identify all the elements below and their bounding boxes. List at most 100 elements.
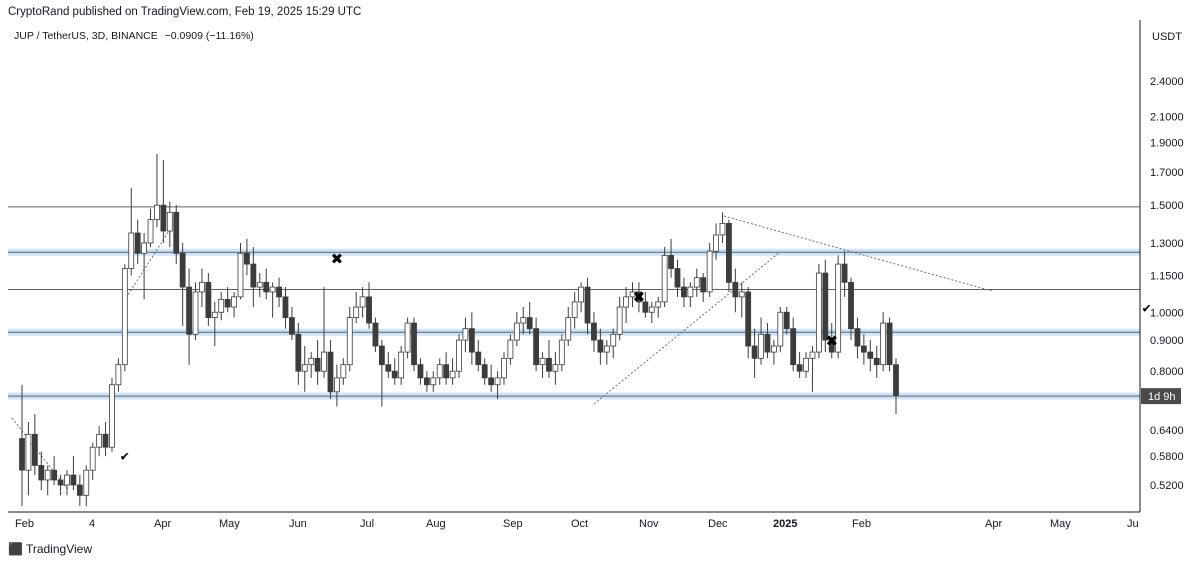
- candle-body-down: [526, 317, 533, 330]
- footer-brand: ⬛ TradingView: [8, 542, 92, 556]
- candle: [224, 287, 231, 313]
- candle: [584, 277, 591, 335]
- candle: [218, 291, 225, 321]
- price-axis: 2.4000 2.1000 1.9000 1.7000 1.5000 1.3000 1.15…: [1150, 76, 1184, 492]
- candle: [578, 282, 585, 313]
- candle: [57, 475, 64, 496]
- candle-body-down: [488, 377, 495, 386]
- candle-body-up: [713, 234, 719, 252]
- candle-body-up: [880, 322, 887, 366]
- candle: [475, 340, 482, 372]
- candle: [404, 317, 411, 359]
- candle-body-up: [693, 277, 700, 288]
- candle-body-down: [417, 364, 424, 379]
- candle: [565, 307, 572, 347]
- candle-body-down: [282, 296, 289, 318]
- candle: [237, 242, 244, 300]
- candle-body-down: [327, 351, 334, 393]
- candle: [160, 159, 167, 243]
- price-tick-label: 1.1500: [1150, 270, 1184, 282]
- candle: [263, 268, 270, 300]
- candle: [199, 268, 205, 308]
- candle-body-down: [289, 317, 295, 335]
- candle-body-up: [616, 306, 623, 335]
- candle-body-up: [256, 281, 263, 288]
- candle-body-down: [468, 328, 475, 353]
- candle: [19, 384, 25, 507]
- candle: [603, 340, 610, 365]
- candle-body-down: [481, 364, 488, 379]
- candle-body-down: [700, 277, 707, 293]
- candle: [173, 205, 180, 265]
- candle-body-up: [83, 469, 90, 496]
- publish-header: CryptoRand published on TradingView.com,…: [8, 6, 362, 18]
- candle: [346, 307, 353, 372]
- candle-body-down: [790, 328, 797, 366]
- time-tick-label: Dec: [708, 518, 728, 530]
- candle: [796, 352, 803, 378]
- candle: [295, 323, 302, 385]
- candle-body-up: [770, 345, 777, 353]
- candle-body-up: [520, 317, 527, 324]
- candle-body-up: [661, 255, 668, 303]
- symbol-pair: JUP / TetherUS, 3D, BINANCE: [14, 30, 158, 42]
- candle: [468, 312, 475, 365]
- candle-body-down: [584, 286, 591, 324]
- candle: [321, 287, 327, 378]
- candle-body-down: [102, 433, 109, 448]
- candle: [610, 328, 617, 359]
- candle-body-up: [128, 232, 135, 269]
- candle: [841, 251, 848, 297]
- candle-body-down: [886, 322, 893, 366]
- candle: [745, 287, 752, 359]
- candle-body-up: [462, 328, 469, 341]
- candle: [289, 307, 295, 341]
- candle-body-up: [565, 317, 572, 341]
- candle-body-down: [726, 222, 732, 283]
- candle-body-up: [648, 306, 655, 313]
- candle-body-up: [777, 311, 784, 347]
- candle: [494, 371, 501, 400]
- candle: [423, 371, 430, 392]
- candle-body-up: [655, 301, 662, 308]
- candle-body-down: [533, 328, 540, 366]
- candle: [790, 317, 797, 372]
- candle: [552, 352, 559, 385]
- candle-body-up: [25, 433, 32, 471]
- candle-body-up: [141, 242, 148, 254]
- time-tick-label: Ju: [1127, 518, 1139, 530]
- candle-body-up: [346, 317, 353, 366]
- candle: [443, 352, 450, 385]
- candle: [276, 277, 282, 308]
- candle-body-down: [385, 364, 392, 372]
- price-tick-label: 1.3000: [1150, 238, 1184, 250]
- candle-body-down: [391, 370, 398, 379]
- candle-body-up: [115, 364, 122, 386]
- candle-body-up: [578, 286, 585, 303]
- candle-body-down: [173, 211, 180, 254]
- candle-body-up: [359, 296, 366, 308]
- candle: [462, 317, 469, 353]
- candle: [770, 340, 777, 365]
- time-tick-label: Aug: [426, 518, 446, 530]
- candle: [89, 442, 96, 480]
- candle-body-up: [121, 268, 128, 366]
- price-tick-label: 2.1000: [1150, 111, 1184, 123]
- candle: [809, 346, 816, 392]
- candle: [385, 352, 392, 378]
- candle-body-up: [809, 351, 816, 359]
- candle-body-down: [475, 351, 482, 366]
- candle-body-up: [835, 263, 842, 353]
- candle-body-up: [687, 286, 694, 298]
- candle-body-down: [873, 357, 880, 366]
- countdown-badge: 1d 9h: [1141, 388, 1181, 405]
- candle-body-up: [109, 384, 115, 448]
- candle: [417, 358, 424, 385]
- candle: [526, 301, 533, 335]
- candle: [533, 317, 540, 372]
- candle: [244, 238, 250, 276]
- candle: [333, 364, 340, 407]
- candle-body-down: [244, 252, 250, 265]
- price-tick-label: 1.0000: [1150, 307, 1184, 319]
